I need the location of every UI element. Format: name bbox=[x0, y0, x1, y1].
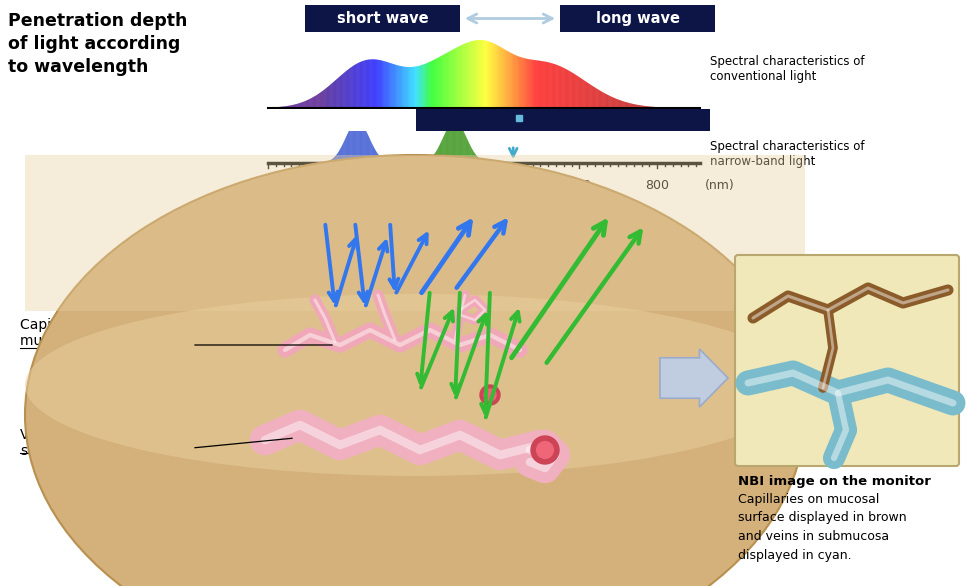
Text: Spectral characteristics of
narrow-band light: Spectral characteristics of narrow-band … bbox=[710, 140, 865, 168]
Text: 500: 500 bbox=[412, 179, 435, 192]
Ellipse shape bbox=[25, 155, 805, 586]
Text: 400: 400 bbox=[334, 179, 358, 192]
Bar bbox=[416, 109, 710, 131]
Bar bbox=[305, 5, 460, 32]
Text: (nm): (nm) bbox=[705, 179, 735, 192]
Circle shape bbox=[484, 389, 496, 401]
Bar bbox=[560, 5, 715, 32]
Text: NBI image on the monitor: NBI image on the monitor bbox=[738, 475, 931, 488]
Ellipse shape bbox=[25, 294, 805, 476]
Text: Spectral characteristics of
conventional light: Spectral characteristics of conventional… bbox=[710, 55, 865, 83]
FancyBboxPatch shape bbox=[735, 255, 959, 466]
Circle shape bbox=[480, 385, 500, 405]
Text: short wave: short wave bbox=[337, 11, 428, 26]
Circle shape bbox=[537, 442, 553, 458]
Text: Penetration depth
of light according
to wavelength: Penetration depth of light according to … bbox=[8, 12, 187, 76]
Text: 700: 700 bbox=[567, 179, 591, 192]
Bar bbox=[268, 109, 416, 131]
Text: Capillaries on
mucosal surface: Capillaries on mucosal surface bbox=[20, 318, 134, 348]
Bar bbox=[25, 155, 805, 311]
Text: 600: 600 bbox=[490, 179, 513, 192]
Text: long wave: long wave bbox=[595, 11, 679, 26]
Text: Capillaries on mucosal
surface displayed in brown
and veins in submucosa
display: Capillaries on mucosal surface displayed… bbox=[738, 493, 907, 561]
Text: 800: 800 bbox=[645, 179, 670, 192]
Polygon shape bbox=[660, 349, 728, 407]
Text: 300: 300 bbox=[256, 179, 280, 192]
Text: Veins in
submucosa: Veins in submucosa bbox=[20, 428, 99, 458]
Circle shape bbox=[531, 436, 559, 464]
